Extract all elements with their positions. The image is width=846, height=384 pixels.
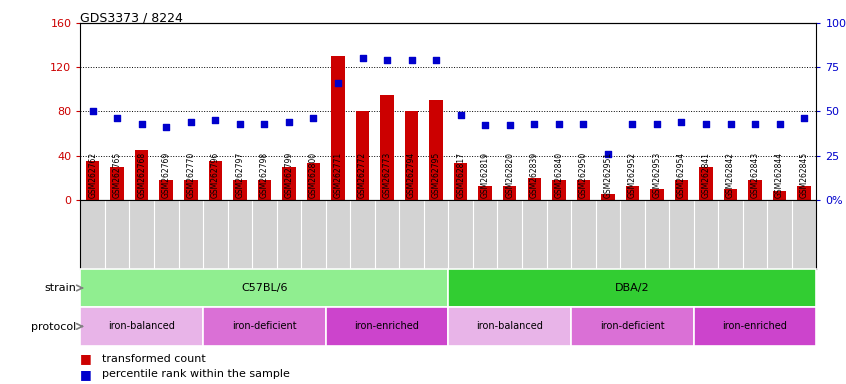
- Bar: [724, 189, 737, 200]
- Bar: [626, 187, 639, 200]
- Bar: [80, 307, 203, 346]
- Text: strain: strain: [44, 283, 76, 293]
- Point: [601, 151, 614, 157]
- Point: [86, 108, 100, 114]
- Bar: [332, 56, 344, 200]
- Point: [135, 121, 149, 127]
- Bar: [700, 167, 712, 200]
- Text: ■: ■: [80, 368, 92, 381]
- Text: iron-enriched: iron-enriched: [354, 321, 420, 331]
- Point: [699, 121, 712, 127]
- Text: ■: ■: [80, 353, 92, 366]
- Point: [552, 121, 565, 127]
- Bar: [326, 307, 448, 346]
- Bar: [773, 191, 786, 200]
- Point: [306, 115, 320, 121]
- Bar: [571, 307, 694, 346]
- Bar: [577, 180, 590, 200]
- Text: iron-deficient: iron-deficient: [600, 321, 665, 331]
- Point: [528, 121, 541, 127]
- Bar: [381, 95, 393, 200]
- Bar: [184, 180, 197, 200]
- Point: [331, 80, 344, 86]
- Bar: [651, 189, 663, 200]
- Bar: [448, 269, 816, 307]
- Point: [453, 112, 467, 118]
- Point: [478, 122, 492, 129]
- Bar: [258, 180, 271, 200]
- Text: C57BL/6: C57BL/6: [241, 283, 288, 293]
- Point: [650, 121, 663, 127]
- Bar: [233, 180, 246, 200]
- Bar: [111, 167, 124, 200]
- Bar: [552, 180, 565, 200]
- Point: [503, 122, 516, 129]
- Bar: [675, 180, 688, 200]
- Bar: [454, 163, 467, 200]
- Point: [208, 117, 222, 123]
- Text: iron-enriched: iron-enriched: [722, 321, 788, 331]
- Point: [748, 121, 761, 127]
- Text: iron-deficient: iron-deficient: [232, 321, 297, 331]
- Point: [380, 57, 393, 63]
- Text: transformed count: transformed count: [102, 354, 206, 364]
- Bar: [528, 178, 541, 200]
- Point: [576, 121, 590, 127]
- Bar: [405, 111, 418, 200]
- Point: [772, 121, 786, 127]
- Bar: [430, 100, 442, 200]
- Text: iron-balanced: iron-balanced: [108, 321, 175, 331]
- Text: DBA/2: DBA/2: [615, 283, 650, 293]
- Text: protocol: protocol: [31, 322, 76, 332]
- Text: percentile rank within the sample: percentile rank within the sample: [102, 369, 289, 379]
- Bar: [694, 307, 816, 346]
- Bar: [283, 167, 295, 200]
- Point: [184, 119, 197, 125]
- Bar: [602, 194, 614, 200]
- Point: [233, 121, 247, 127]
- Bar: [356, 111, 369, 200]
- Point: [110, 115, 124, 121]
- Text: iron-balanced: iron-balanced: [476, 321, 543, 331]
- Point: [159, 124, 173, 130]
- Point: [429, 57, 442, 63]
- Bar: [503, 187, 516, 200]
- Bar: [135, 150, 148, 200]
- Bar: [80, 269, 448, 307]
- Point: [282, 119, 295, 125]
- Point: [257, 121, 271, 127]
- Bar: [798, 187, 810, 200]
- Bar: [749, 180, 761, 200]
- Bar: [307, 163, 320, 200]
- Bar: [209, 161, 222, 200]
- Point: [797, 115, 810, 121]
- Point: [404, 57, 418, 63]
- Point: [723, 121, 737, 127]
- Bar: [160, 180, 173, 200]
- Point: [625, 121, 639, 127]
- Bar: [479, 187, 492, 200]
- Point: [674, 119, 688, 125]
- Bar: [86, 161, 99, 200]
- Text: GDS3373 / 8224: GDS3373 / 8224: [80, 12, 184, 25]
- Bar: [448, 307, 571, 346]
- Bar: [203, 307, 326, 346]
- Point: [355, 55, 369, 61]
